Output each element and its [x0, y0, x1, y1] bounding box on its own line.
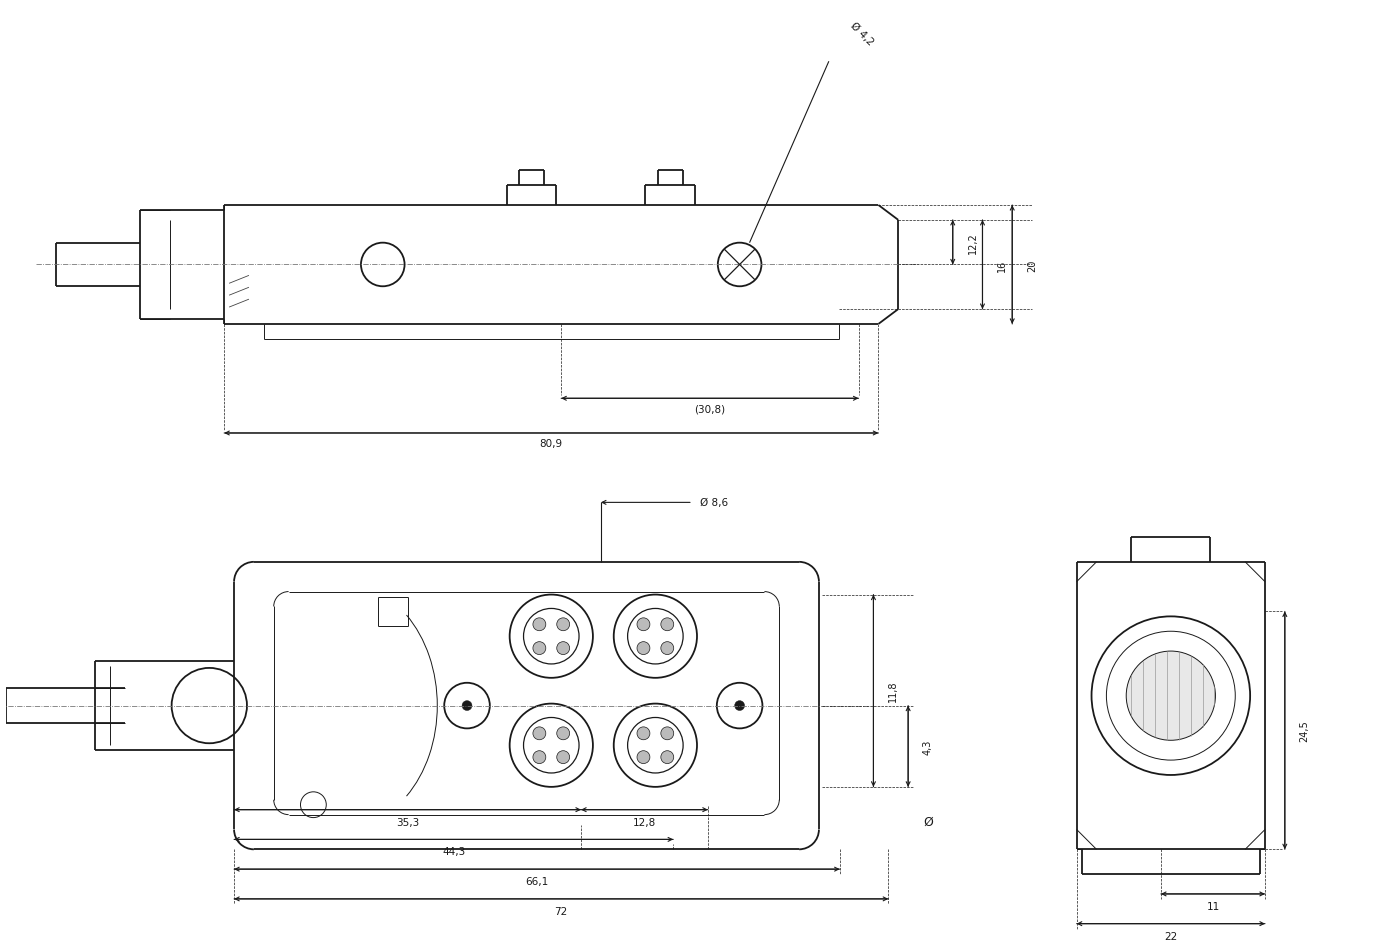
Circle shape	[661, 618, 673, 631]
Text: 12,8: 12,8	[633, 817, 657, 827]
Circle shape	[556, 618, 570, 631]
Text: 11,8: 11,8	[888, 681, 898, 701]
Circle shape	[533, 727, 546, 740]
Text: 16: 16	[997, 259, 1008, 271]
Circle shape	[637, 750, 650, 764]
Text: (30,8): (30,8)	[694, 404, 725, 413]
Circle shape	[556, 642, 570, 655]
Text: 24,5: 24,5	[1299, 719, 1310, 741]
Text: 66,1: 66,1	[526, 876, 548, 886]
Circle shape	[637, 618, 650, 631]
Text: 72: 72	[555, 906, 567, 916]
Text: 44,3: 44,3	[442, 847, 466, 856]
Circle shape	[461, 700, 473, 711]
Text: Ø: Ø	[923, 816, 933, 828]
Circle shape	[1126, 651, 1216, 740]
Circle shape	[735, 700, 744, 711]
Text: 11: 11	[1206, 901, 1220, 911]
Circle shape	[533, 618, 546, 631]
Circle shape	[661, 750, 673, 764]
Text: 80,9: 80,9	[539, 438, 563, 448]
Circle shape	[556, 750, 570, 764]
Circle shape	[533, 642, 546, 655]
Circle shape	[661, 642, 673, 655]
Circle shape	[637, 642, 650, 655]
Text: Ø 8,6: Ø 8,6	[700, 497, 728, 508]
Circle shape	[533, 750, 546, 764]
Text: 12,2: 12,2	[967, 232, 977, 254]
Circle shape	[556, 727, 570, 740]
Text: 20: 20	[1027, 259, 1037, 271]
Text: 22: 22	[1164, 931, 1178, 940]
Circle shape	[637, 727, 650, 740]
Text: 4,3: 4,3	[923, 739, 933, 754]
Text: 35,3: 35,3	[396, 817, 420, 827]
Text: Ø 4,2: Ø 4,2	[849, 21, 875, 47]
Circle shape	[661, 727, 673, 740]
